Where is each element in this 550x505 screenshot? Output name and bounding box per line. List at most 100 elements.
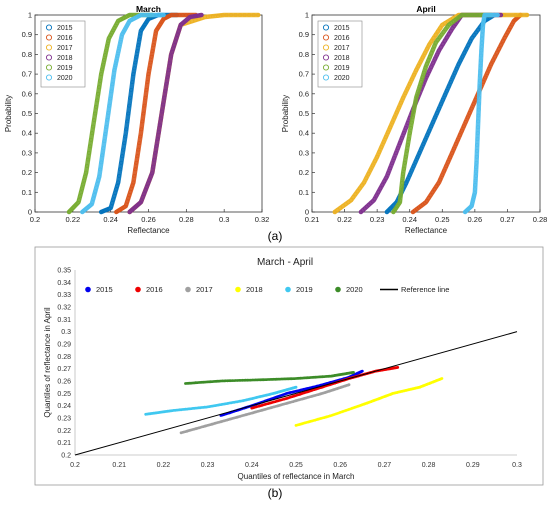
x-tick-label: 0.24	[402, 215, 417, 224]
y-tick-label: 0	[305, 208, 309, 217]
data-point	[476, 125, 480, 130]
data-point	[194, 13, 199, 18]
data-point	[146, 72, 151, 77]
y-tick-label: 0.23	[57, 416, 71, 423]
data-point	[115, 183, 120, 188]
data-point	[396, 105, 401, 110]
data-point	[399, 185, 404, 190]
data-point	[131, 180, 136, 185]
data-point	[143, 188, 148, 193]
data-point	[489, 62, 494, 67]
data-point	[335, 208, 340, 212]
data-point	[349, 198, 354, 203]
data-point	[93, 189, 98, 194]
data-point	[142, 103, 147, 108]
caption-a: (a)	[268, 229, 283, 243]
legend-label: 2020	[346, 285, 363, 294]
data-point	[460, 54, 465, 59]
data-point	[407, 82, 412, 86]
x-tick-label: 0.27	[378, 462, 392, 469]
data-point	[210, 14, 215, 19]
data-point	[136, 43, 141, 48]
data-point	[467, 13, 472, 17]
data-point	[362, 180, 367, 185]
legend: 2015 2016 2017 2018 2019 2020 Reference line	[85, 285, 449, 294]
data-point	[474, 165, 479, 170]
data-point	[419, 146, 424, 151]
data-point	[127, 103, 132, 108]
data-point	[86, 157, 91, 162]
data-point	[386, 130, 390, 135]
april-cdf-chart: 0.21 0.22 0.23 0.24 0.25 0.26 0.27 0.28 0 0.1 0.2 0…	[281, 4, 547, 235]
data-point	[92, 192, 97, 197]
data-point	[79, 190, 83, 195]
data-point	[485, 13, 490, 17]
data-point	[90, 200, 95, 205]
data-point	[403, 154, 408, 159]
data-point	[459, 13, 464, 18]
y-tick-label: 0.28	[57, 354, 71, 361]
x-tick-label: 0.24	[245, 462, 259, 469]
data-point	[99, 72, 104, 77]
data-point	[168, 13, 173, 18]
data-point	[233, 13, 238, 17]
data-point	[84, 206, 89, 211]
data-point	[138, 13, 143, 18]
data-point	[151, 43, 156, 48]
data-point	[487, 66, 492, 71]
series-2019	[66, 12, 155, 215]
legend-label: 2015	[96, 285, 113, 294]
series-2017	[179, 383, 351, 435]
data-point	[525, 13, 529, 17]
legend-label: 2018	[57, 55, 73, 62]
series-2020	[80, 12, 166, 215]
data-point	[426, 196, 431, 201]
legend: 2015 2016 2017 2018 2019 2020	[317, 20, 363, 88]
y-axis-label: Probability	[4, 95, 13, 132]
data-point	[147, 178, 152, 182]
y-tick-label: 0.3	[22, 148, 32, 157]
series-2018	[127, 12, 204, 215]
chart-title: March	[136, 4, 161, 14]
x-axis-label: Reflectance	[405, 226, 448, 235]
data-point	[384, 175, 389, 180]
data-point	[470, 199, 475, 204]
data-point	[119, 160, 124, 165]
data-point	[85, 164, 90, 168]
data-point	[437, 106, 441, 111]
data-point	[383, 135, 388, 140]
y-axis-label: Probability	[281, 95, 290, 132]
data-point	[417, 84, 422, 89]
data-point	[139, 127, 144, 132]
data-point	[105, 117, 110, 122]
y-tick-label: 0.2	[61, 453, 71, 460]
data-point	[106, 110, 111, 115]
data-point	[88, 203, 92, 208]
legend-label: 2016	[57, 35, 73, 42]
x-tick-label: 0.25	[289, 462, 303, 469]
legend-marker	[45, 74, 53, 81]
data-point	[397, 201, 402, 206]
data-point	[355, 189, 360, 194]
data-point	[83, 174, 88, 179]
data-point	[195, 13, 200, 18]
data-point	[151, 164, 156, 169]
data-point	[102, 58, 107, 62]
data-point	[81, 208, 86, 213]
data-point	[405, 86, 410, 91]
data-point	[394, 110, 399, 115]
data-point	[478, 73, 483, 78]
data-point	[135, 49, 140, 53]
data-point	[400, 180, 405, 185]
data-point	[483, 13, 488, 17]
data-point	[388, 166, 393, 171]
data-point	[80, 186, 84, 191]
data-point	[256, 13, 261, 17]
data-point	[353, 192, 358, 197]
data-point	[94, 185, 99, 190]
data-point	[477, 89, 482, 94]
data-point	[123, 204, 128, 209]
data-point	[95, 181, 100, 186]
data-point	[192, 14, 197, 19]
